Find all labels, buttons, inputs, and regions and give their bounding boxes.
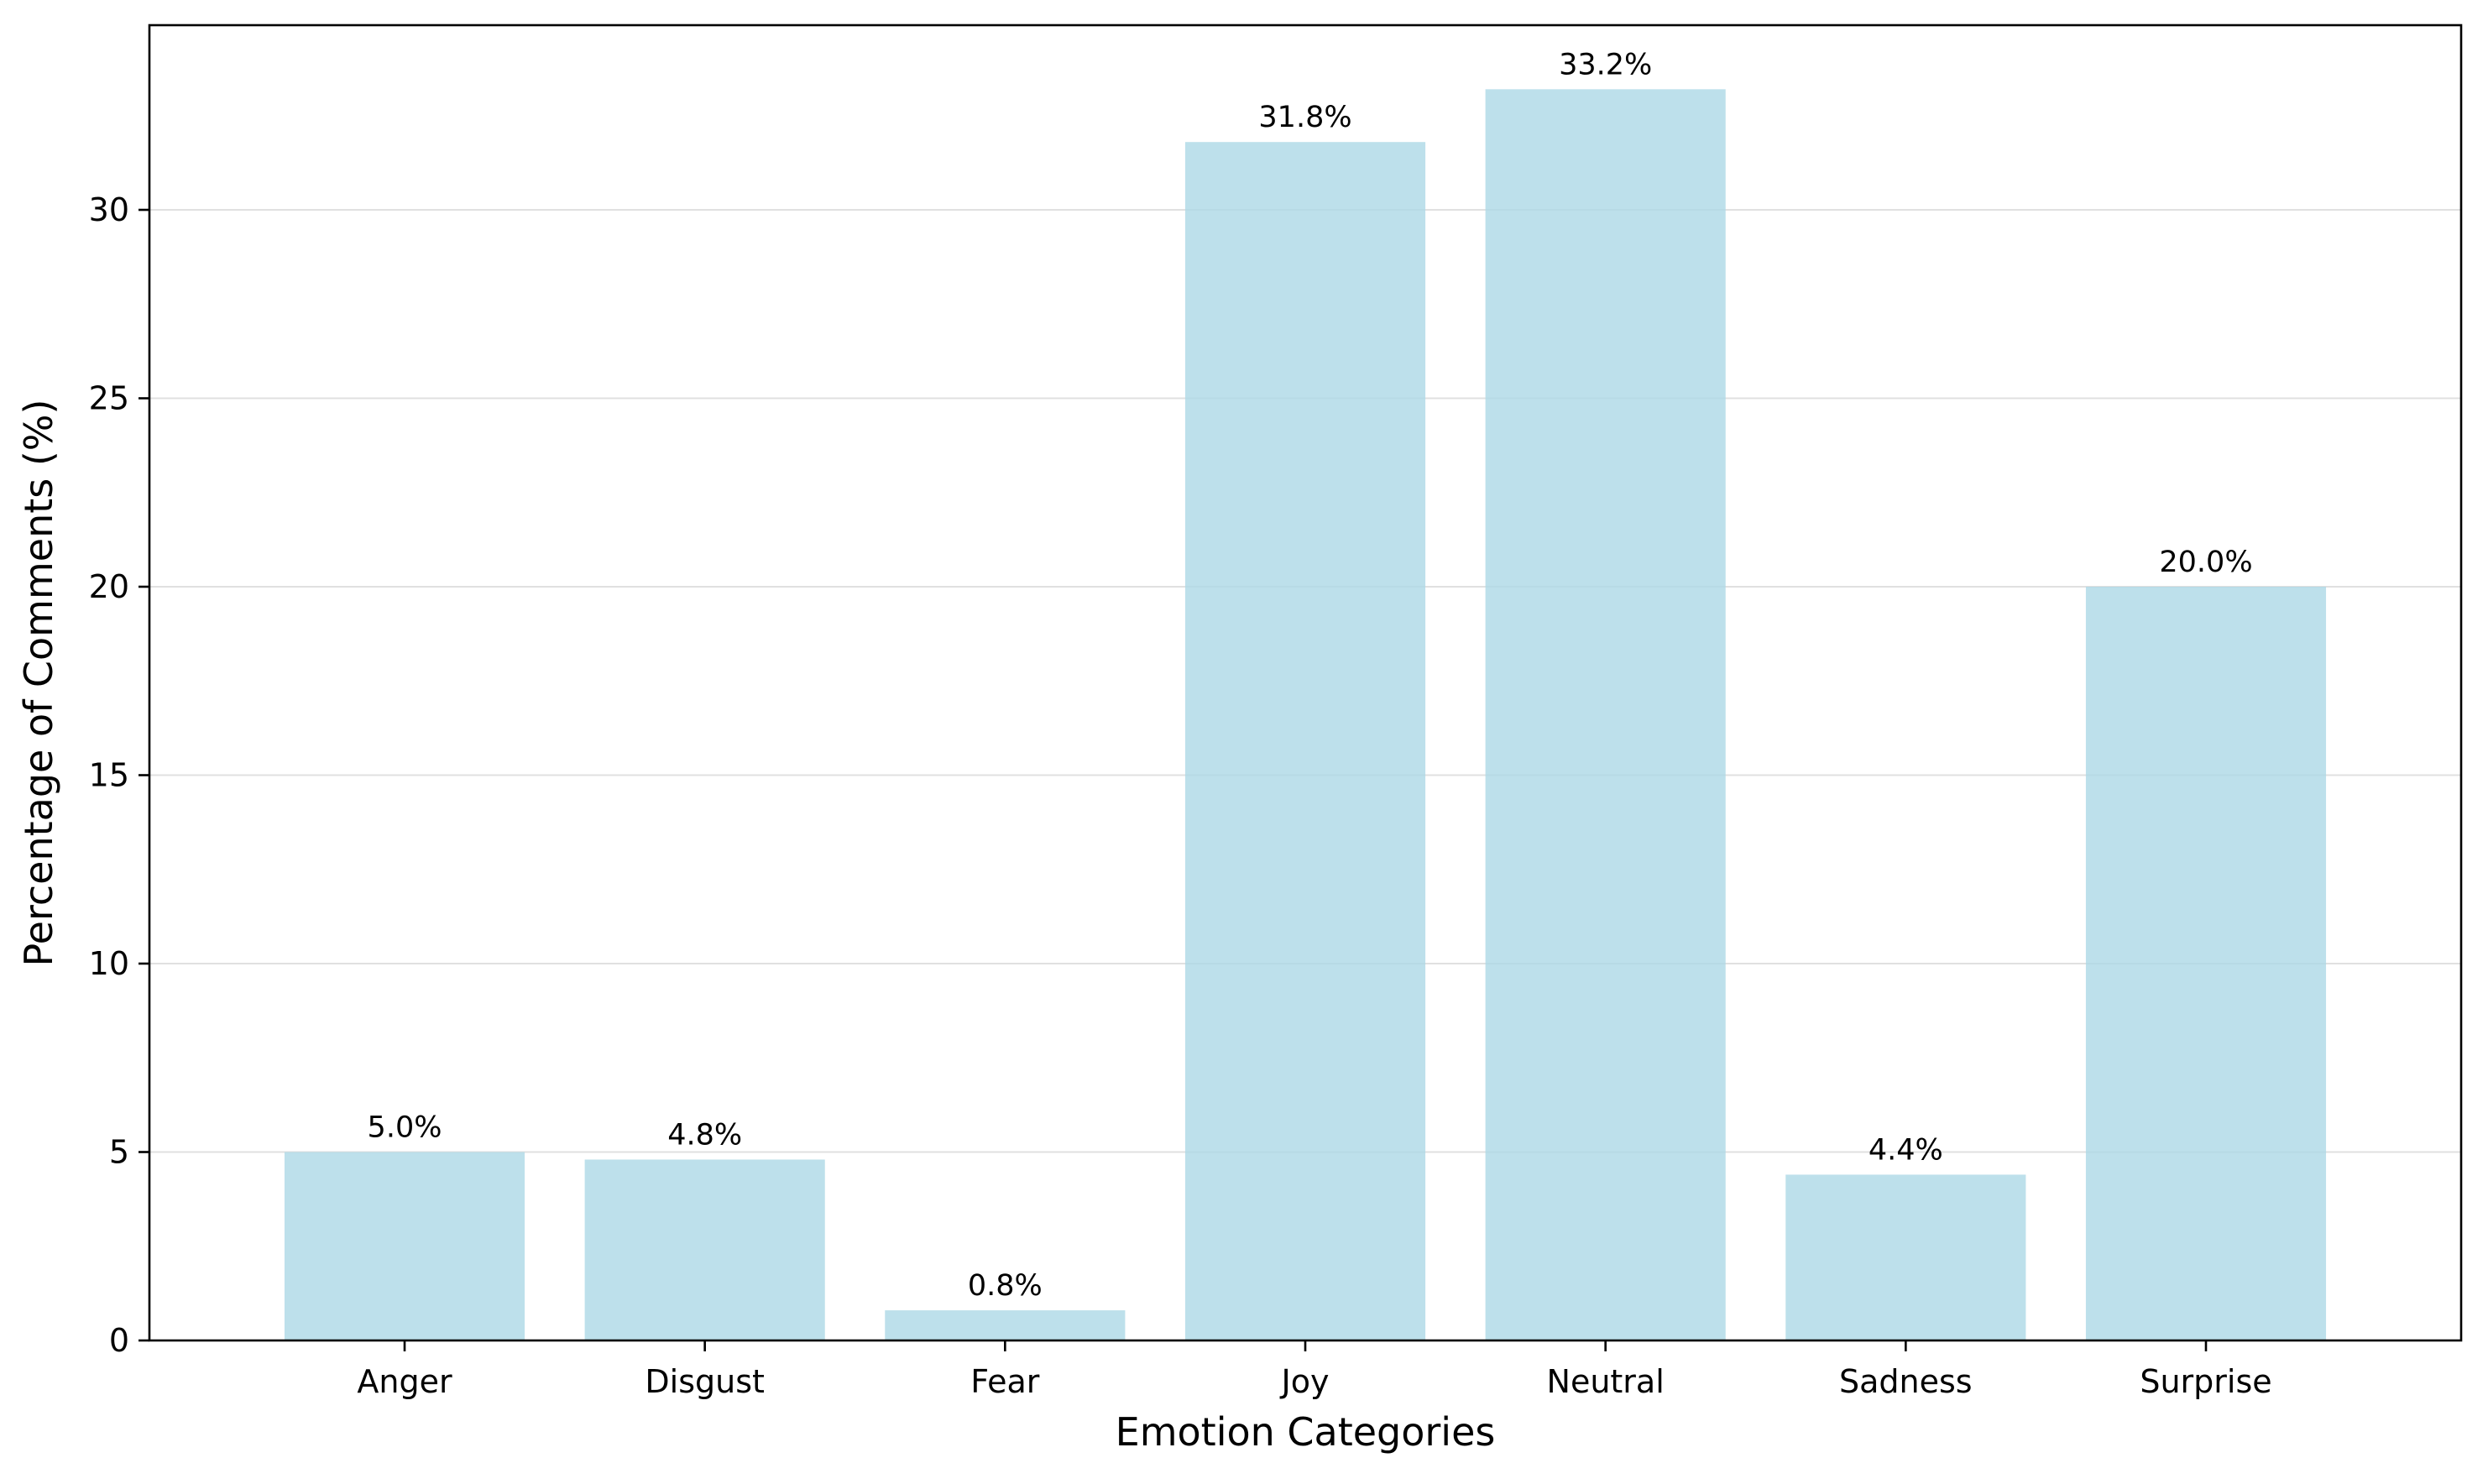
y-tick-label: 0	[109, 1322, 129, 1359]
bar-neutral	[1485, 89, 1726, 1341]
data-label-disgust: 4.8%	[667, 1118, 742, 1152]
x-tick-label-surprise: Surprise	[2140, 1363, 2271, 1400]
y-tick-label: 5	[109, 1134, 129, 1171]
x-tick-label-joy: Joy	[1280, 1363, 1330, 1400]
bars	[284, 89, 2327, 1341]
data-label-fear: 0.8%	[968, 1269, 1043, 1303]
x-axis-title: Emotion Categories	[1116, 1409, 1496, 1455]
bar-anger	[284, 1152, 525, 1340]
y-tick-label: 30	[89, 191, 129, 228]
x-axis-ticks: Anger Disgust Fear Joy Neutral Sadness Surpris…	[357, 1340, 2272, 1400]
y-axis-ticks: 0 5 10 15 20 25 30	[89, 191, 149, 1359]
y-tick-label: 10	[89, 945, 129, 982]
x-tick-label-sadness: Sadness	[1839, 1363, 1973, 1400]
bar-sadness	[1785, 1174, 2026, 1340]
bar-disgust	[584, 1159, 825, 1340]
y-tick-label: 20	[89, 568, 129, 605]
y-tick-label: 15	[89, 757, 129, 794]
data-label-surprise: 20.0%	[2159, 546, 2252, 579]
bar-surprise	[2085, 587, 2327, 1340]
bar-joy	[1184, 142, 1426, 1341]
data-label-anger: 5.0%	[368, 1111, 442, 1145]
y-axis-title: Percentage of Comments (%)	[16, 400, 61, 967]
data-label-joy: 31.8%	[1258, 101, 1351, 134]
x-tick-label-anger: Anger	[357, 1363, 452, 1400]
bar-fear	[885, 1310, 1126, 1340]
data-labels: 5.0% 4.8% 0.8% 31.8% 33.2% 4.4% 20.0%	[368, 48, 2253, 1303]
x-tick-label-fear: Fear	[970, 1363, 1039, 1400]
data-label-neutral: 33.2%	[1559, 48, 1652, 81]
x-tick-label-neutral: Neutral	[1547, 1363, 1665, 1400]
data-label-sadness: 4.4%	[1869, 1133, 1943, 1167]
x-tick-label-disgust: Disgust	[645, 1363, 765, 1400]
y-tick-label: 25	[89, 380, 129, 417]
